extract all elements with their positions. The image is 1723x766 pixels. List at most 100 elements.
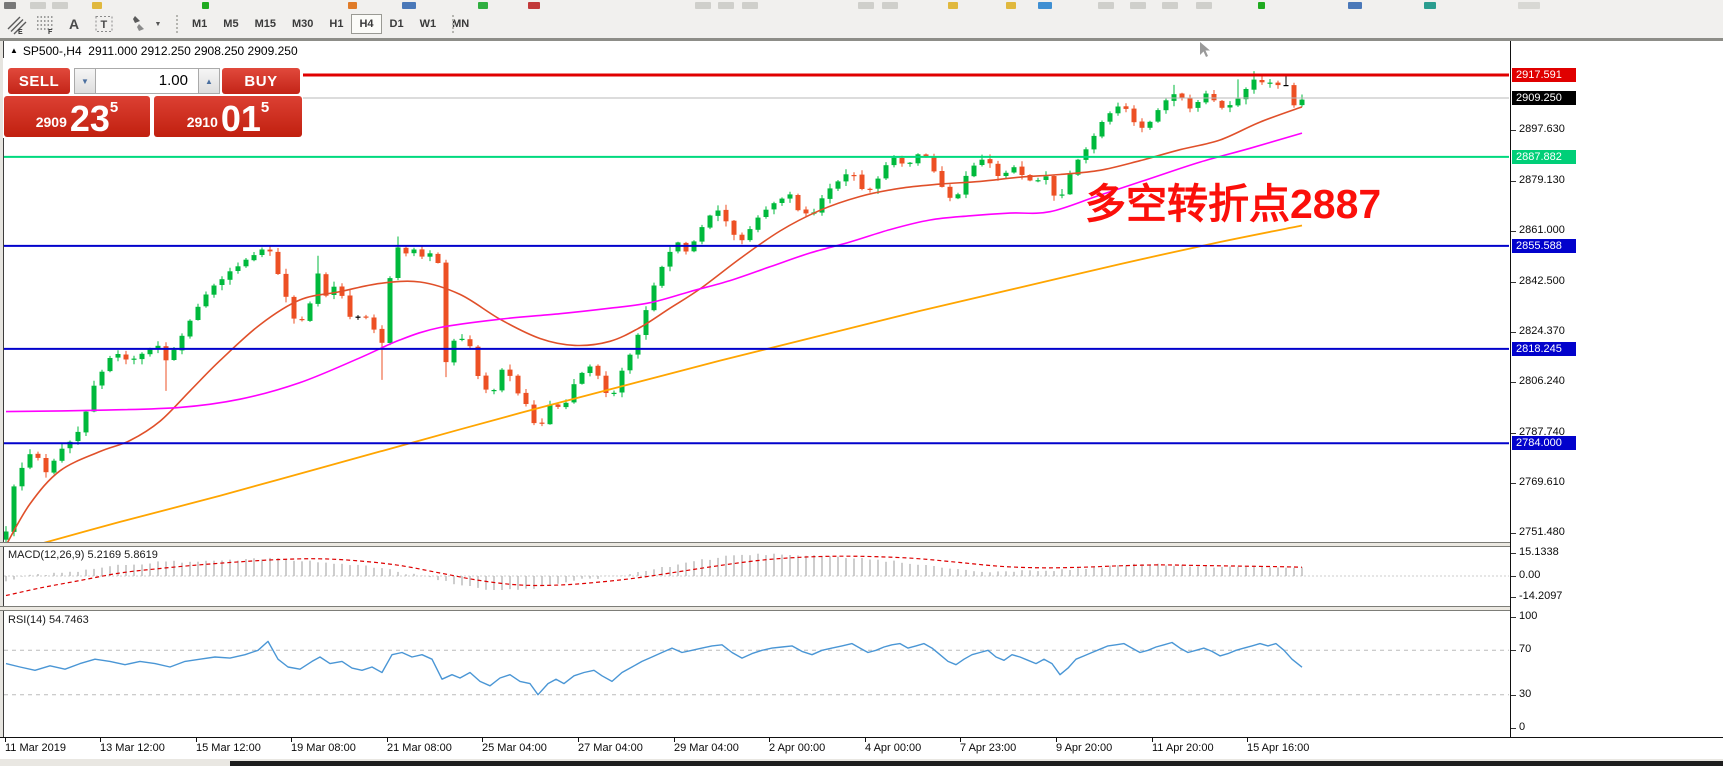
candle xyxy=(859,170,865,191)
macd-pane xyxy=(4,553,1509,597)
price-axis-label: 30 xyxy=(1519,687,1532,700)
toolbar-icon-fragment[interactable] xyxy=(742,2,758,9)
toolbar-icon-fragment[interactable] xyxy=(1130,2,1146,9)
candle xyxy=(611,390,617,397)
timeframe-button-h1[interactable]: H1 xyxy=(329,18,344,30)
toolbar-icon-fragment[interactable] xyxy=(1258,2,1265,9)
toolbar-icon-fragment[interactable] xyxy=(1348,2,1362,9)
candle xyxy=(43,454,49,478)
axis-tick xyxy=(1511,553,1516,555)
toolbar-icon-fragment[interactable] xyxy=(1424,2,1436,9)
toolbar-icon-fragment[interactable] xyxy=(858,2,874,9)
equidistant-channel-icon[interactable]: E xyxy=(4,13,28,35)
volume-input[interactable]: 1.00 xyxy=(96,68,198,94)
toolbar-icon-fragment[interactable] xyxy=(202,2,209,9)
candle xyxy=(523,389,529,407)
toolbar-icon-fragment[interactable] xyxy=(4,2,16,9)
buy-button[interactable]: BUY xyxy=(222,68,300,94)
timeframe-button-m30[interactable]: M30 xyxy=(291,18,314,30)
candle xyxy=(851,172,857,181)
volume-decrease-button[interactable]: ▼ xyxy=(74,68,96,94)
time-axis-label: 15 Mar 12:00 xyxy=(196,742,261,754)
price-axis-label: 100 xyxy=(1519,610,1538,622)
timeframe-button-mn[interactable]: MN xyxy=(452,18,470,30)
candle xyxy=(651,282,657,312)
toolbar-icon-fragment[interactable] xyxy=(1518,2,1540,9)
dropdown-caret-icon[interactable]: ▼ xyxy=(154,20,162,28)
sell-button[interactable]: SELL xyxy=(8,68,70,94)
toolbar-icon-fragment[interactable] xyxy=(30,2,46,9)
ask-price-box[interactable]: 2910 01 5 xyxy=(154,96,302,137)
toolbar-icon-fragment[interactable] xyxy=(1196,2,1212,9)
svg-text:E: E xyxy=(18,29,23,35)
candle xyxy=(1211,90,1217,102)
timeframe-button-d1[interactable]: D1 xyxy=(389,18,404,30)
candle xyxy=(731,220,737,241)
candle xyxy=(459,334,465,342)
toolbar-icon-fragment[interactable] xyxy=(1006,2,1016,9)
chart-title: ▲ SP500-,H4 2911.000 2912.250 2908.250 29… xyxy=(10,44,298,58)
candle xyxy=(795,193,801,212)
candle xyxy=(467,335,473,349)
chart-ohlc-values: 2911.000 2912.250 2908.250 2909.250 xyxy=(88,44,298,58)
timeframe-button-m15[interactable]: M15 xyxy=(254,18,276,30)
time-axis[interactable]: 11 Mar 2019 13 Mar 12:00 15 Mar 12:00 19 Ma… xyxy=(0,737,1723,760)
toolbar-icon-fragment[interactable] xyxy=(402,2,416,9)
arrows-tool-icon[interactable] xyxy=(124,13,154,35)
axis-tick xyxy=(1511,281,1516,283)
chart-left-border xyxy=(0,41,4,738)
toolbar-icon-fragment[interactable] xyxy=(1038,2,1052,9)
toolbar-icon-fragment[interactable] xyxy=(882,2,898,9)
toolbar-icon-fragment[interactable] xyxy=(52,2,68,9)
candle xyxy=(955,192,961,200)
timeframe-button-h4[interactable]: H4 xyxy=(351,14,382,34)
ask-price-sup: 5 xyxy=(260,99,270,116)
candle xyxy=(83,411,89,436)
price-axis[interactable]: 2897.630 2879.130 2861.000 2842.500 2824.370… xyxy=(1510,41,1723,737)
candle xyxy=(555,403,561,409)
candle xyxy=(1299,94,1305,107)
pane-splitter-macd[interactable] xyxy=(0,542,1723,547)
price-axis-label: 0 xyxy=(1519,721,1526,733)
price-line-label: 2887.882 xyxy=(1512,149,1576,164)
toolbar-icon-fragment[interactable] xyxy=(1162,2,1178,9)
chart-text-annotation: 多空转折点2887 xyxy=(1085,181,1382,227)
axis-tick xyxy=(1511,331,1516,333)
text-box-icon[interactable]: T xyxy=(92,13,116,35)
toolbar-icon-fragment[interactable] xyxy=(1098,2,1114,9)
toolbar-icon-fragment[interactable] xyxy=(528,2,540,9)
timeframe-button-m1[interactable]: M1 xyxy=(192,18,208,30)
fibonacci-grid-icon[interactable]: F xyxy=(34,13,58,35)
toolbar-icon-fragment[interactable] xyxy=(92,2,102,9)
price-line-label: 2784.000 xyxy=(1512,436,1576,451)
timeframe-button-m5[interactable]: M5 xyxy=(223,18,239,30)
candle xyxy=(499,368,505,393)
toolbar-icon-fragment[interactable] xyxy=(718,2,734,9)
bid-price-box[interactable]: 2909 23 5 xyxy=(4,96,150,137)
candle xyxy=(1067,170,1073,195)
time-axis-tick xyxy=(1056,738,1057,742)
toolbar-icon-fragment[interactable] xyxy=(695,2,711,9)
collapse-arrow-icon[interactable]: ▲ xyxy=(10,46,18,55)
price-axis-label: 2824.370 xyxy=(1519,324,1565,337)
candle xyxy=(1131,105,1137,126)
pane-splitter-rsi[interactable] xyxy=(0,606,1723,611)
toolbar-icon-fragment[interactable] xyxy=(348,2,357,9)
timeframe-button-w1[interactable]: W1 xyxy=(419,18,437,30)
candle xyxy=(19,462,25,491)
volume-increase-button[interactable]: ▲ xyxy=(198,68,220,94)
candle xyxy=(139,352,145,365)
candle xyxy=(915,153,921,166)
candle xyxy=(1139,118,1145,133)
candle xyxy=(1243,87,1249,105)
toolbar-icon-fragment[interactable] xyxy=(948,2,958,9)
text-label-icon[interactable]: A xyxy=(68,16,80,32)
toolbar-icon-fragment[interactable] xyxy=(478,2,488,9)
axis-tick xyxy=(1511,597,1516,599)
candle xyxy=(995,160,1001,181)
main-price-pane xyxy=(4,71,1509,542)
axis-tick xyxy=(1511,130,1516,131)
axis-tick xyxy=(1511,617,1516,618)
candle xyxy=(91,380,97,413)
